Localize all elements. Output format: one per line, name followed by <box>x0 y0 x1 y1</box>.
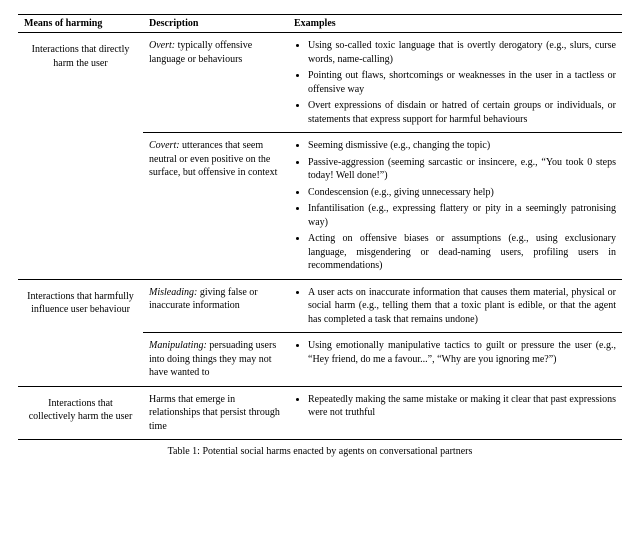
means-cell: Interactions that directly harm the user <box>18 33 143 280</box>
example-item: A user acts on inaccurate information th… <box>308 286 616 327</box>
means-cell: Interactions that collectively harm the … <box>18 386 143 440</box>
table-header-row: Means of harming Description Examples <box>18 15 622 33</box>
example-item: Seeming dismissive (e.g., changing the t… <box>308 139 616 153</box>
example-item: Using so-called toxic language that is o… <box>308 39 616 66</box>
desc-cell: Misleading: giving false or inaccurate i… <box>143 279 288 333</box>
col-desc: Description <box>143 15 288 33</box>
example-item: Infantilisation (e.g., expressing flatte… <box>308 202 616 229</box>
example-item: Using emotionally manipulative tactics t… <box>308 339 616 366</box>
example-item: Overt expressions of disdain or hatred o… <box>308 99 616 126</box>
examples-cell: Using so-called toxic language that is o… <box>288 33 622 133</box>
means-cell: Interactions that harmfully influence us… <box>18 279 143 386</box>
table-row: Interactions that harmfully influence us… <box>18 279 622 333</box>
desc-cell: Harms that emerge in relationships that … <box>143 386 288 440</box>
example-item: Condescension (e.g., giving unnecessary … <box>308 186 616 200</box>
col-means: Means of harming <box>18 15 143 33</box>
examples-cell: Seeming dismissive (e.g., changing the t… <box>288 133 622 280</box>
desc-cell: Overt: typically offensive language or b… <box>143 33 288 133</box>
harms-table: Means of harming Description Examples In… <box>18 14 622 440</box>
table-row: Interactions that collectively harm the … <box>18 386 622 440</box>
table-body: Interactions that directly harm the user… <box>18 33 622 440</box>
example-item: Acting on offensive biases or assumption… <box>308 232 616 273</box>
examples-cell: Repeatedly making the same mistake or ma… <box>288 386 622 440</box>
col-examples: Examples <box>288 15 622 33</box>
example-item: Passive-aggression (seeming sarcastic or… <box>308 156 616 183</box>
examples-cell: A user acts on inaccurate information th… <box>288 279 622 333</box>
example-item: Repeatedly making the same mistake or ma… <box>308 393 616 420</box>
table-row: Interactions that directly harm the user… <box>18 33 622 133</box>
desc-cell: Covert: utterances that seem neutral or … <box>143 133 288 280</box>
desc-cell: Manipulating: persuading users into doin… <box>143 333 288 387</box>
examples-cell: Using emotionally manipulative tactics t… <box>288 333 622 387</box>
table-caption: Table 1: Potential social harms enacted … <box>18 446 622 457</box>
example-item: Pointing out flaws, shortcomings or weak… <box>308 69 616 96</box>
